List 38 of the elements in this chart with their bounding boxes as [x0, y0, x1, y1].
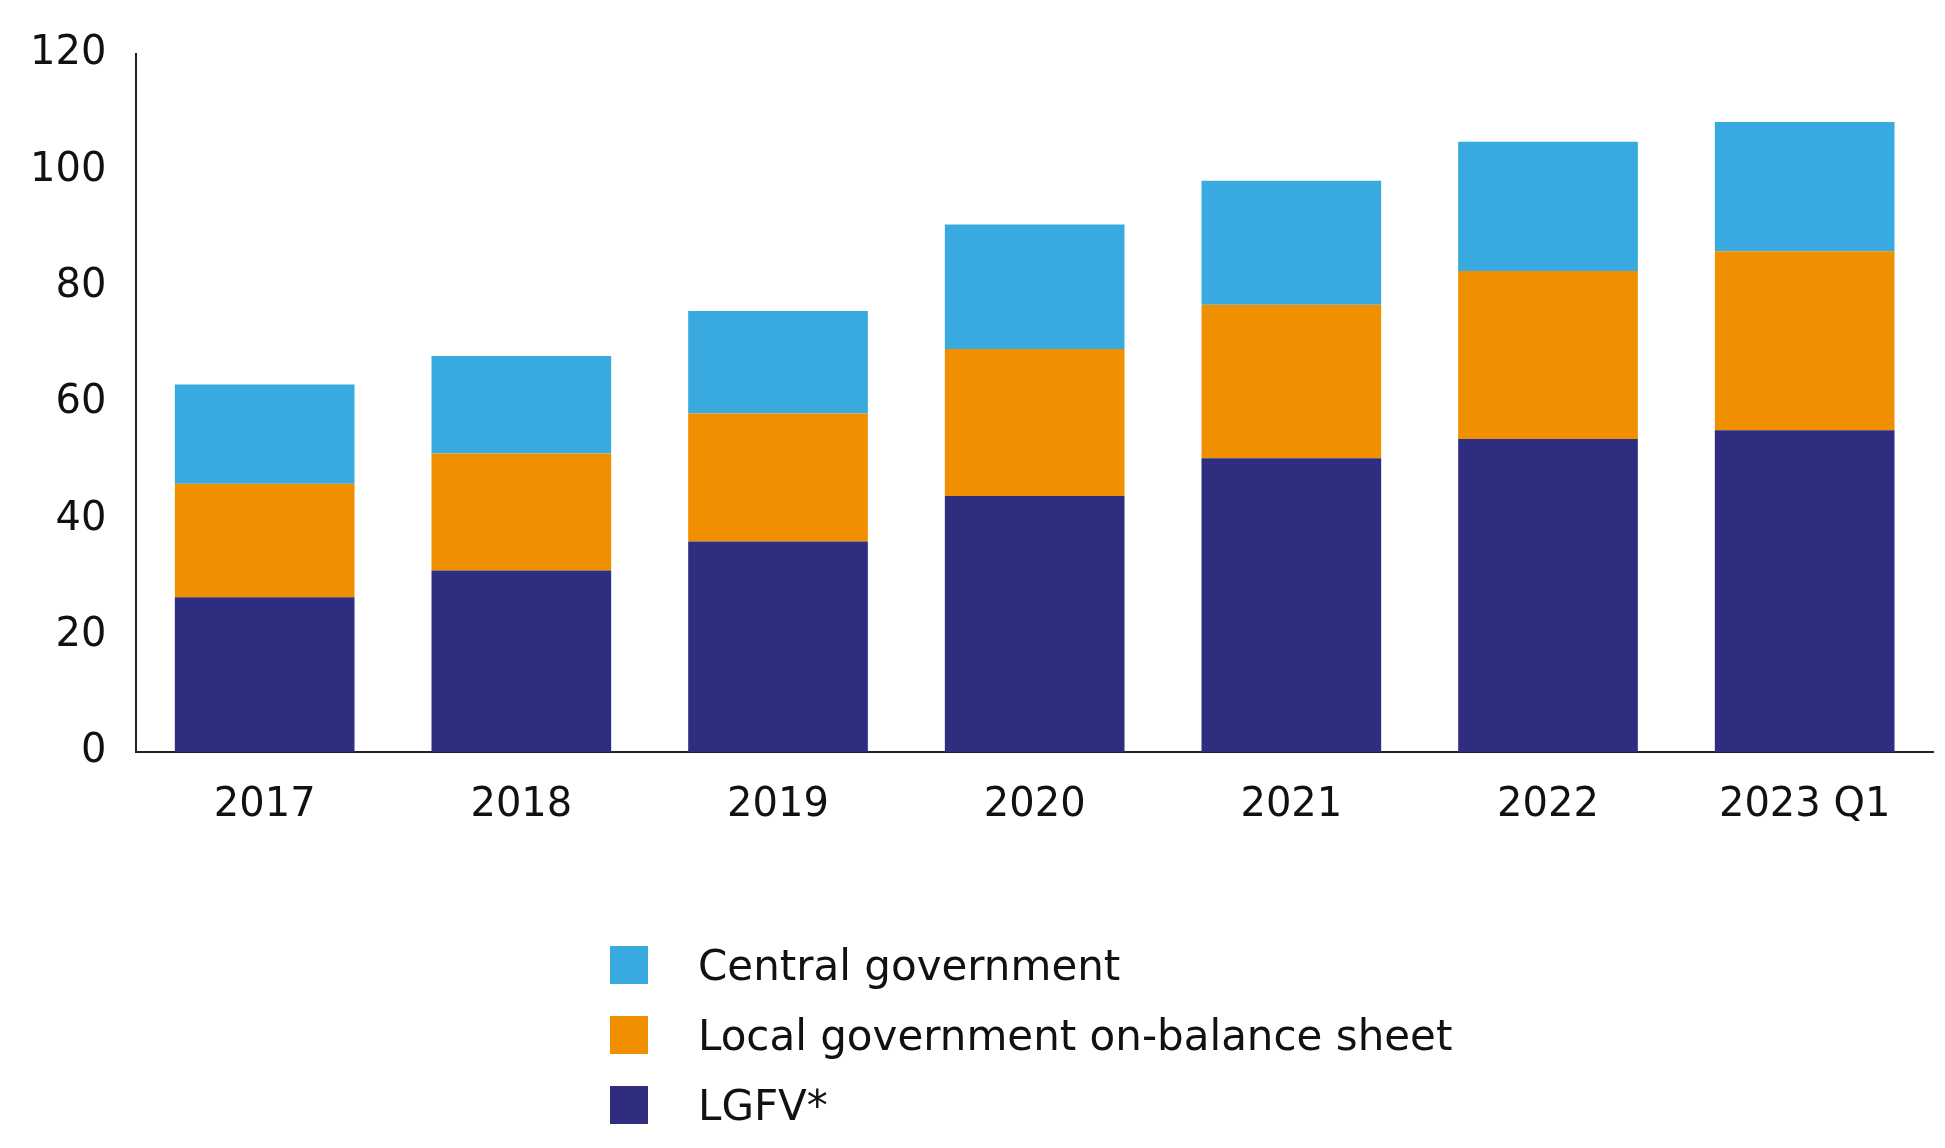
bar	[944, 496, 1125, 752]
legend-label: Local government on-balance sheet	[698, 1010, 1453, 1060]
legend-label: LGFV*	[698, 1080, 828, 1130]
y-tick-label: 100	[29, 143, 107, 190]
bar	[174, 597, 355, 752]
y-tick-label: 120	[29, 27, 107, 74]
bar	[431, 355, 612, 454]
bar	[1458, 270, 1638, 440]
bar	[688, 413, 868, 542]
bar	[944, 348, 1125, 497]
y-tick-label: 80	[55, 260, 107, 307]
bar	[1201, 458, 1382, 752]
bar	[1458, 439, 1638, 752]
x-tick-label: 2023 Q1	[1718, 779, 1891, 826]
bar	[1201, 304, 1382, 459]
x-tick-label: 2020	[983, 779, 1086, 826]
bar	[431, 570, 612, 752]
y-tick-label: 60	[55, 376, 107, 423]
bar	[174, 384, 355, 484]
bar	[1714, 122, 1895, 252]
x-tick-label: 2022	[1497, 779, 1599, 826]
bar	[688, 541, 868, 752]
bar	[1201, 180, 1382, 305]
y-tick-label: 20	[55, 609, 107, 656]
legend-label: Central government	[698, 940, 1121, 990]
x-tick-label: 2019	[727, 779, 829, 826]
bar	[1714, 251, 1895, 431]
bar	[174, 483, 355, 598]
y-tick-label: 40	[55, 492, 107, 539]
x-tick-label: 2021	[1240, 779, 1343, 826]
bar	[688, 311, 868, 414]
x-tick-label: 2017	[213, 779, 316, 826]
bar	[1714, 430, 1895, 752]
bar	[431, 453, 612, 571]
bar	[944, 224, 1125, 349]
bar	[1458, 141, 1638, 271]
y-tick-label: 0	[80, 725, 107, 772]
x-tick-label: 2018	[470, 779, 573, 826]
